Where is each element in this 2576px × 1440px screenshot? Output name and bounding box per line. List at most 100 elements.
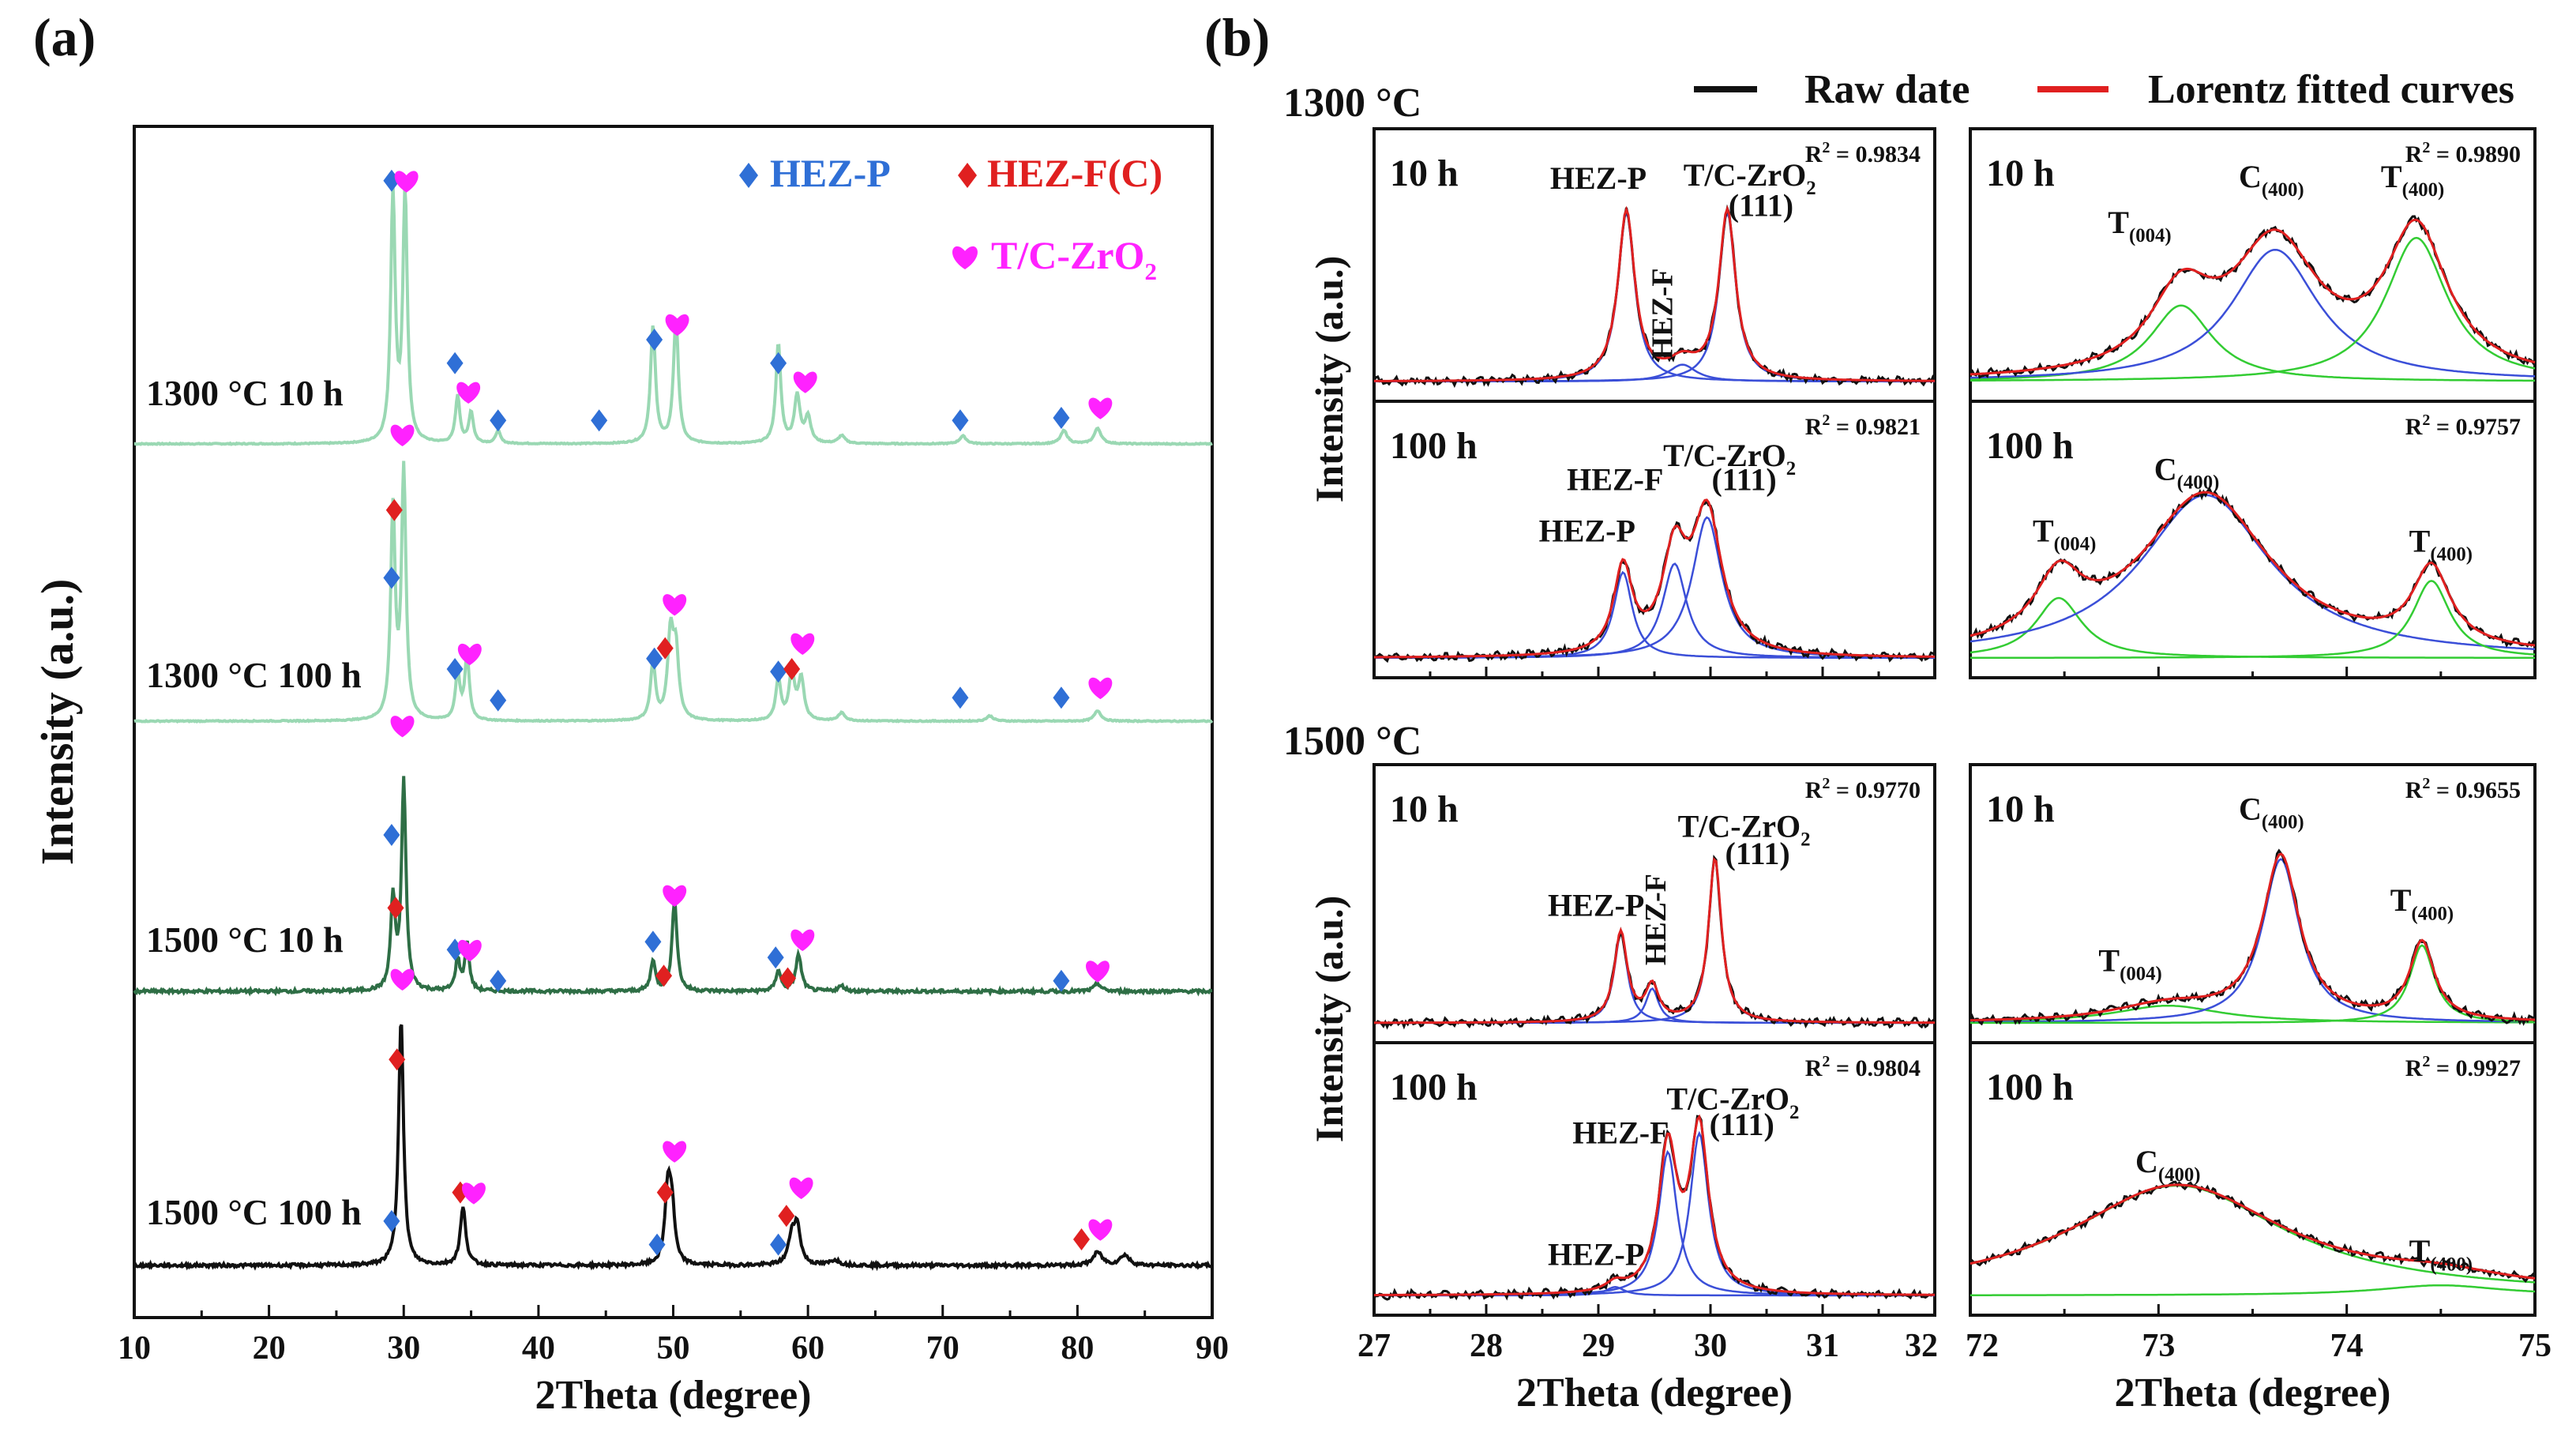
peak-marker-heart <box>456 382 481 404</box>
subplot-right-1300-100h: 100 h R2 = 0.9757 T(004) C(400) T(400) <box>1969 400 2537 679</box>
x-axis-title-a: 2Theta (degree) <box>535 1373 812 1418</box>
r-squared-label: R2 = 0.9770 <box>1805 775 1921 803</box>
lorentz-fit-line <box>1374 498 1935 659</box>
x-tick-label-a: 20 <box>253 1330 286 1367</box>
raw-data-line <box>1970 215 2537 379</box>
x-tick-label-b: 75 <box>2518 1328 2552 1364</box>
fit-component-line <box>1970 248 2536 379</box>
x-tick-label-b: 31 <box>1806 1328 1839 1364</box>
peak-label: T(400) <box>2390 882 2454 924</box>
peak-marker-heart <box>394 171 419 193</box>
legend-marker-hezf <box>958 163 977 188</box>
y-axis-title-b-1500: Intensity (a.u.) <box>1307 896 1351 1143</box>
r-squared-label: R2 = 0.9804 <box>1805 1053 1921 1081</box>
peak-marker-diamond <box>656 1181 674 1204</box>
peak-marker-diamond <box>490 969 507 992</box>
subplot-time-label: 100 h <box>1390 425 1478 467</box>
subplot-left-1500-100h: 100 h R2 = 0.9804 HEZ-P HEZ-FT/C-ZrO2(111) 2… <box>1357 1041 1938 1416</box>
xrd-pattern-line <box>133 776 1213 997</box>
peak-marker-diamond <box>383 1209 400 1232</box>
lorentz-fit-line <box>1970 1183 2536 1280</box>
fit-component-line <box>1374 1130 1935 1297</box>
peak-marker-diamond <box>952 686 969 709</box>
r-squared-label: R2 = 0.9821 <box>1805 412 1921 440</box>
raw-data-line <box>1969 848 2537 1026</box>
peak-label: HEZ-F <box>1639 874 1673 965</box>
r-squared-label: R2 = 0.9927 <box>2405 1053 2521 1081</box>
peak-marker-heart <box>390 716 415 738</box>
peak-label: HEZ-F <box>1647 268 1680 359</box>
peak-label: (111) <box>1729 187 1793 223</box>
peak-marker-diamond <box>1053 686 1070 709</box>
x-tick-label-b: 29 <box>1582 1328 1615 1364</box>
x-tick-label-a: 80 <box>1061 1330 1094 1367</box>
pattern-label: 1500 °C 100 h <box>146 1192 362 1232</box>
subplot-left-1300-10h: 10 h R2 = 0.9834 HEZ-P HEZ-F T/C-ZrO2(111) <box>1372 127 1936 403</box>
peak-label: HEZ-P <box>1548 1236 1644 1272</box>
peak-marker-diamond <box>656 637 674 660</box>
peak-label: T(400) <box>2409 1233 2473 1275</box>
y-axis-title-a: Intensity (a.u.) <box>32 579 83 866</box>
peak-marker-diamond <box>1072 1228 1090 1250</box>
peak-label: T(004) <box>2108 205 2171 246</box>
peak-marker-heart <box>789 1177 813 1199</box>
legend-label-hezf: HEZ-F(C) <box>987 151 1162 195</box>
x-tick-label-a: 90 <box>1196 1330 1229 1367</box>
peak-label: T/C-ZrO2 <box>1684 157 1816 199</box>
x-tick-label-b: 72 <box>1966 1328 1999 1364</box>
peak-marker-heart <box>1088 677 1113 700</box>
subplot-right-1300-10h: 10 h R2 = 0.9890 T(004) C(400) T(400) <box>1969 127 2537 403</box>
lorentz-fit-line <box>1970 491 2536 647</box>
lorentz-fit-line <box>1374 1114 1935 1296</box>
peak-marker-diamond <box>655 964 673 987</box>
fit-component-line <box>1374 516 1935 659</box>
peak-marker-heart <box>390 424 415 446</box>
peak-marker-diamond <box>644 931 662 953</box>
peak-marker-heart <box>665 314 689 337</box>
x-tick-label-a: 40 <box>522 1330 555 1367</box>
lorentz-fit-line <box>1374 205 1935 382</box>
x-tick-label-b: 28 <box>1470 1328 1503 1364</box>
peak-label: (111) <box>1710 1107 1774 1142</box>
group-label-1500: 1500 °C <box>1283 719 1421 764</box>
peak-label: (111) <box>1711 461 1776 497</box>
peak-label: T/C-ZrO2 <box>1678 808 1811 850</box>
x-tick-label-a: 70 <box>926 1330 959 1367</box>
r-squared-label: R2 = 0.9655 <box>2405 775 2521 803</box>
fit-component-line <box>1970 494 2536 651</box>
peak-marker-heart <box>457 643 482 666</box>
peak-marker-diamond <box>383 824 400 846</box>
peak-label: HEZ-F <box>1567 461 1663 497</box>
peak-marker-heart <box>663 1141 687 1163</box>
fit-component-line <box>1970 580 2536 660</box>
legend-label-fit: Lorentz fitted curves <box>2148 67 2514 112</box>
pattern-label: 1300 °C 10 h <box>146 373 344 413</box>
peak-label: C(400) <box>2239 159 2304 201</box>
y-axis-title-b-1300: Intensity (a.u.) <box>1307 256 1351 503</box>
peak-label: T(400) <box>2409 523 2473 565</box>
peak-label: (111) <box>1725 836 1790 871</box>
x-tick-label-b: 27 <box>1357 1328 1391 1364</box>
fit-component-line <box>1970 236 2536 382</box>
panel-label-b: (b) <box>1204 7 1270 67</box>
peak-label: HEZ-F <box>1572 1115 1669 1150</box>
peak-marker-diamond <box>387 897 404 919</box>
peak-marker-diamond <box>389 1048 406 1071</box>
lorentz-fit-line <box>1970 852 2536 1022</box>
peak-marker-heart <box>790 633 815 655</box>
legend-marker-hezp <box>739 163 758 188</box>
peak-label: T(004) <box>2098 943 2161 985</box>
peak-marker-heart <box>1086 961 1110 983</box>
peak-marker-diamond <box>591 409 608 432</box>
x-tick-label-a: 10 <box>118 1330 151 1367</box>
peak-marker-diamond <box>778 1205 795 1228</box>
peak-marker-heart <box>462 1182 486 1205</box>
subplot-time-label: 100 h <box>1986 1066 2074 1108</box>
peak-label: C(400) <box>2135 1144 2201 1186</box>
raw-data-line <box>1372 498 1936 664</box>
legend-label-hezp: HEZ-P <box>770 151 891 195</box>
peak-marker-heart <box>390 968 415 991</box>
fit-component-line <box>1374 570 1935 660</box>
